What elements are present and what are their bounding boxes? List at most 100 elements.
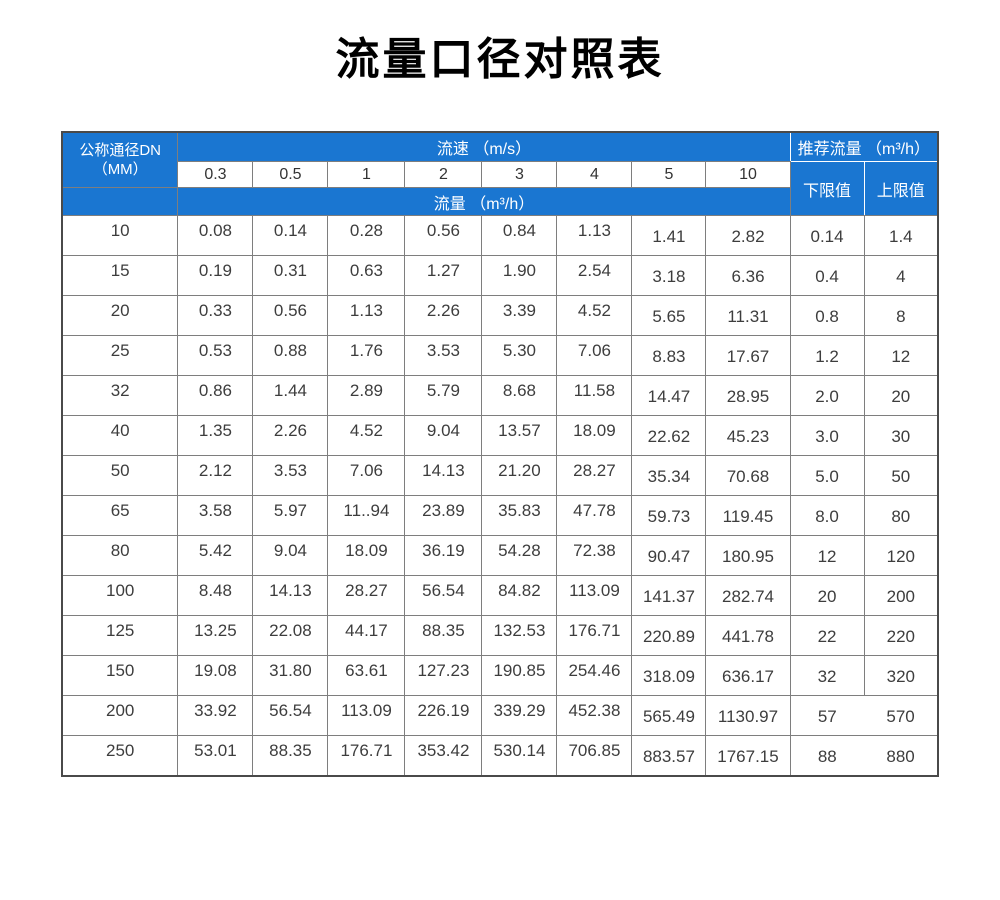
lower-limit-value: 32 bbox=[789, 655, 865, 697]
flow-value: 3.53 bbox=[404, 335, 483, 377]
lower-limit-value: 20 bbox=[789, 575, 865, 617]
flow-value: 1.76 bbox=[327, 335, 406, 377]
flow-value: 0.53 bbox=[177, 335, 254, 377]
flow-value: 7.06 bbox=[556, 335, 633, 377]
flow-value: 1.13 bbox=[327, 295, 406, 337]
flow-value: 72.38 bbox=[556, 535, 633, 577]
flow-value: 0.88 bbox=[252, 335, 329, 377]
flow-value: 54.28 bbox=[481, 535, 558, 577]
flow-value: 84.82 bbox=[481, 575, 558, 617]
dn-value: 100 bbox=[61, 575, 179, 617]
flow-header-cell: 流量 （m³/h） bbox=[177, 187, 791, 217]
dn-value: 32 bbox=[61, 375, 179, 417]
flow-value: 3.18 bbox=[631, 255, 707, 297]
flow-value: 113.09 bbox=[327, 695, 406, 737]
flow-value: 33.92 bbox=[177, 695, 254, 737]
dn-value: 25 bbox=[61, 335, 179, 377]
velocity-value-cell: 10 bbox=[705, 161, 791, 189]
flow-value: 180.95 bbox=[705, 535, 791, 577]
flow-value: 28.27 bbox=[556, 455, 633, 497]
velocity-value-cell: 0.5 bbox=[252, 161, 329, 189]
flow-value: 452.38 bbox=[556, 695, 633, 737]
flow-value: 13.25 bbox=[177, 615, 254, 657]
flow-value: 45.23 bbox=[705, 415, 791, 457]
table-row: 10 0.08 0.14 0.28 0.56 0.84 1.13 1.41 2.82 0.14 1.… bbox=[61, 215, 939, 257]
upper-limit-value: 220 bbox=[863, 615, 939, 657]
velocity-header-cell: 流速 （m/s） bbox=[177, 131, 791, 163]
flow-value: 14.47 bbox=[631, 375, 707, 417]
flow-value: 18.09 bbox=[556, 415, 633, 457]
flow-value: 565.49 bbox=[631, 695, 707, 737]
flow-value: 8.68 bbox=[481, 375, 558, 417]
flow-value: 5.79 bbox=[404, 375, 483, 417]
dn-value: 65 bbox=[61, 495, 179, 537]
lower-limit-value: 88 bbox=[789, 735, 865, 777]
lower-limit-value: 0.14 bbox=[789, 215, 865, 257]
flow-value: 6.36 bbox=[705, 255, 791, 297]
flow-value: 0.56 bbox=[252, 295, 329, 337]
flow-value: 23.89 bbox=[404, 495, 483, 537]
flow-value: 127.23 bbox=[404, 655, 483, 697]
flow-value: 17.67 bbox=[705, 335, 791, 377]
flow-value: 5.42 bbox=[177, 535, 254, 577]
velocity-value-cell: 0.3 bbox=[177, 161, 254, 189]
flow-value: 14.13 bbox=[404, 455, 483, 497]
flow-value: 3.53 bbox=[252, 455, 329, 497]
flow-value: 88.35 bbox=[252, 735, 329, 777]
flow-value: 282.74 bbox=[705, 575, 791, 617]
lower-limit-header-cell: 下限值 bbox=[789, 161, 865, 217]
lower-limit-value: 5.0 bbox=[789, 455, 865, 497]
upper-limit-header-cell: 上限值 bbox=[863, 161, 939, 217]
upper-limit-value: 50 bbox=[863, 455, 939, 497]
flow-value: 2.89 bbox=[327, 375, 406, 417]
upper-limit-value: 8 bbox=[863, 295, 939, 337]
header-row-velocity: 公称通径DN （MM） 流速 （m/s） 推荐流量 （m³/h） bbox=[61, 131, 939, 189]
flow-value: 0.08 bbox=[177, 215, 254, 257]
upper-limit-value: 12 bbox=[863, 335, 939, 377]
flow-value: 1.44 bbox=[252, 375, 329, 417]
flow-value: 8.48 bbox=[177, 575, 254, 617]
dn-value: 15 bbox=[61, 255, 179, 297]
flow-value: 53.01 bbox=[177, 735, 254, 777]
flow-value: 0.31 bbox=[252, 255, 329, 297]
flow-value: 1767.15 bbox=[705, 735, 791, 777]
flow-value: 28.95 bbox=[705, 375, 791, 417]
flow-value: 1.35 bbox=[177, 415, 254, 457]
flow-value: 1.27 bbox=[404, 255, 483, 297]
velocity-value-cell: 2 bbox=[404, 161, 483, 189]
flow-value: 1.41 bbox=[631, 215, 707, 257]
flow-value: 636.17 bbox=[705, 655, 791, 697]
table-row: 65 3.58 5.97 11..94 23.89 35.83 47.78 59.73 119.… bbox=[61, 495, 939, 537]
upper-limit-value: 1.4 bbox=[863, 215, 939, 257]
flow-value: 70.68 bbox=[705, 455, 791, 497]
flow-value: 1.90 bbox=[481, 255, 558, 297]
flow-value: 883.57 bbox=[631, 735, 707, 777]
upper-limit-value: 570 bbox=[864, 695, 939, 737]
upper-limit-value: 880 bbox=[864, 735, 939, 777]
flow-value: 530.14 bbox=[481, 735, 558, 777]
upper-limit-value: 120 bbox=[863, 535, 939, 577]
dn-header-cell: 公称通径DN （MM） bbox=[61, 131, 179, 189]
flow-value: 90.47 bbox=[631, 535, 707, 577]
dn-value: 125 bbox=[61, 615, 179, 657]
flow-value: 14.13 bbox=[252, 575, 329, 617]
flow-value: 254.46 bbox=[556, 655, 633, 697]
dn-value: 10 bbox=[61, 215, 179, 257]
flow-value: 318.09 bbox=[631, 655, 707, 697]
flow-value: 0.19 bbox=[177, 255, 254, 297]
flow-value: 1130.97 bbox=[705, 695, 791, 737]
upper-limit-value: 200 bbox=[863, 575, 939, 617]
flow-table-body: 10 0.08 0.14 0.28 0.56 0.84 1.13 1.41 2.82 0.14 1.… bbox=[61, 215, 939, 777]
lower-limit-value: 22 bbox=[789, 615, 865, 657]
flow-value: 28.27 bbox=[327, 575, 406, 617]
flow-value: 11.58 bbox=[556, 375, 633, 417]
upper-limit-value: 320 bbox=[863, 655, 939, 697]
flow-value: 3.39 bbox=[481, 295, 558, 337]
table-row: 50 2.12 3.53 7.06 14.13 21.20 28.27 35.34 70.68 5… bbox=[61, 455, 939, 497]
flow-value: 56.54 bbox=[404, 575, 483, 617]
flow-value: 0.33 bbox=[177, 295, 254, 337]
flow-value: 176.71 bbox=[556, 615, 633, 657]
flow-value: 2.26 bbox=[404, 295, 483, 337]
flow-value: 11.31 bbox=[705, 295, 791, 337]
header-row-velocity-values: 0.3 0.5 1 2 3 4 5 10 下限值 上限值 bbox=[62, 161, 939, 217]
